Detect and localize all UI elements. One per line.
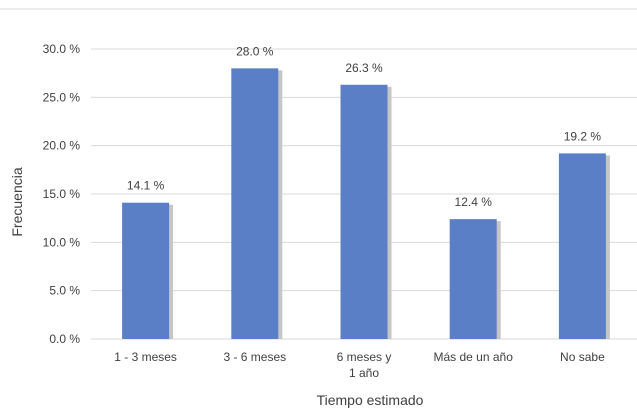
y-tick-label: 0.0 % [49,332,80,346]
x-tick-labels: 1 - 3 meses 3 - 6 meses 6 meses y 1 año Más … [114,350,605,380]
y-tick-label: 20.0 % [43,139,81,153]
data-label: 12.4 % [455,195,493,209]
x-tick-label: 1 - 3 meses [114,350,177,364]
data-label: 14.1 % [127,179,165,193]
y-tick-label: 30.0 % [43,42,81,56]
x-tick-label: No sabe [560,350,605,364]
y-tick-label: 15.0 % [43,187,81,201]
data-label: 26.3 % [345,61,383,75]
bar [449,219,497,339]
x-tick-label: Más de un año [434,350,514,364]
data-labels: 14.1 % 28.0 % 26.3 % 12.4 % 19.2 % [127,44,601,209]
x-tick-label: 3 - 6 meses [223,350,286,364]
bar [231,68,279,339]
bars [122,68,610,340]
x-tick-label: 1 año [349,366,379,380]
x-axis-title: Tiempo estimado [317,392,424,408]
x-tick-label: 6 meses y [337,350,392,364]
bar [558,153,606,339]
y-tick-labels: 0.0 % 5.0 % 10.0 % 15.0 % 20.0 % 25.0 % 30.0 % [43,42,81,346]
y-tick-label: 10.0 % [43,235,81,249]
y-tick-label: 5.0 % [49,284,80,298]
y-tick-label: 25.0 % [43,90,81,104]
data-label: 28.0 % [236,44,274,58]
bar [122,202,170,339]
data-label: 19.2 % [564,129,602,143]
bar [340,84,388,340]
y-axis-title: Frecuencia [9,167,25,236]
